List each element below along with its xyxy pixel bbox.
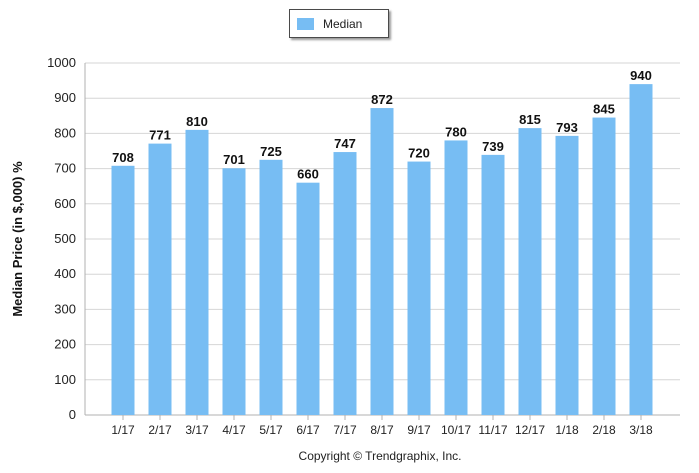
- data-label: 720: [408, 146, 430, 161]
- x-tick-label: 5/17: [259, 423, 283, 437]
- legend-swatch: [297, 17, 314, 30]
- bar: [333, 152, 357, 415]
- y-tick-label: 0: [69, 407, 76, 422]
- x-tick-label: 8/17: [370, 423, 394, 437]
- data-label: 793: [556, 120, 578, 135]
- y-tick-label: 400: [54, 266, 76, 281]
- bar: [407, 161, 431, 415]
- y-tick-label: 100: [54, 372, 76, 387]
- bar: [555, 135, 579, 415]
- bar: [592, 117, 616, 415]
- bar: [259, 159, 283, 415]
- data-label: 810: [186, 114, 208, 129]
- data-label: 780: [445, 124, 467, 139]
- x-tick-label: 11/17: [478, 423, 507, 437]
- y-tick-label: 1000: [47, 55, 76, 70]
- x-tick-label: 1/18: [555, 423, 579, 437]
- x-tick-label: 3/18: [629, 423, 653, 437]
- y-tick-label: 600: [54, 196, 76, 211]
- bar: [629, 84, 653, 416]
- x-tick-label: 10/17: [441, 423, 471, 437]
- bar: [370, 108, 394, 415]
- bar: [296, 182, 320, 415]
- y-tick-label: 300: [54, 301, 76, 316]
- data-label: 739: [482, 139, 504, 154]
- y-tick-label: 500: [54, 231, 76, 246]
- bar: [185, 129, 209, 415]
- data-label: 701: [223, 152, 245, 167]
- x-tick-label: 1/17: [111, 423, 135, 437]
- x-tick-label: 6/17: [296, 423, 320, 437]
- bar: [518, 128, 542, 415]
- data-label: 872: [371, 92, 393, 107]
- copyright-text: Copyright © Trendgraphix, Inc.: [299, 449, 462, 463]
- bar: [222, 168, 246, 415]
- data-label: 815: [519, 112, 541, 127]
- data-label: 747: [334, 136, 356, 151]
- y-tick-label: 700: [54, 161, 76, 176]
- bar: [481, 154, 505, 415]
- legend: Median: [289, 9, 389, 38]
- x-tick-label: 7/17: [333, 423, 357, 437]
- y-tick-label: 200: [54, 337, 76, 352]
- data-label: 940: [630, 68, 652, 83]
- data-label: 771: [149, 128, 171, 143]
- y-tick-label: 900: [54, 90, 76, 105]
- x-tick-label: 4/17: [222, 423, 246, 437]
- x-tick-label: 2/18: [592, 423, 616, 437]
- data-label: 725: [260, 144, 282, 159]
- data-label: 845: [593, 102, 615, 117]
- x-tick-label: 9/17: [407, 423, 431, 437]
- y-axis-title: Median Price (in $,000) %: [10, 161, 25, 317]
- x-tick-label: 12/17: [515, 423, 545, 437]
- data-label: 660: [297, 167, 319, 182]
- x-tick-label: 2/17: [148, 423, 172, 437]
- data-label: 708: [112, 150, 134, 165]
- legend-label: Median: [323, 16, 363, 31]
- bar: [444, 140, 468, 415]
- y-tick-label: 800: [54, 125, 76, 140]
- bar: [111, 165, 135, 415]
- x-tick-label: 3/17: [185, 423, 209, 437]
- bar: [148, 143, 172, 415]
